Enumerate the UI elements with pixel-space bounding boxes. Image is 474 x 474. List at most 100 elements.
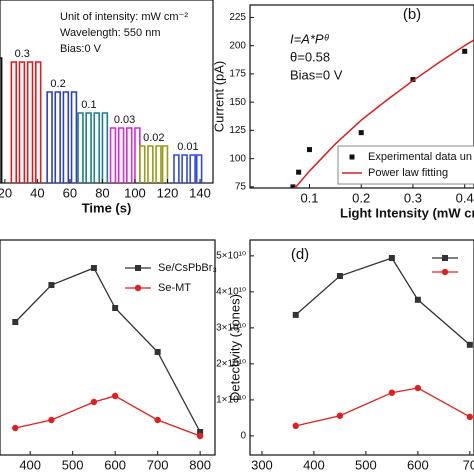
y-tick-label: 4×10¹⁰: [216, 286, 246, 297]
series-line: [295, 387, 471, 427]
data-point: [466, 341, 473, 348]
data-point: [90, 265, 97, 271]
y-tick-label: 125: [229, 125, 246, 136]
pulse: [161, 145, 169, 183]
x-axis-label: Time (s): [82, 200, 132, 215]
legend-label: Experimental data un: [368, 151, 472, 163]
pulse: [62, 91, 70, 183]
plot-frame: [0, 0, 214, 184]
data-point: [292, 422, 299, 430]
x-axis-label: Wavelength (nm): [310, 472, 414, 474]
data-point: [388, 389, 396, 396]
annotation: Bias=0 V: [290, 67, 343, 82]
annotation: Bias:0 V: [60, 43, 102, 55]
data-point: [466, 413, 474, 421]
pulse: [70, 91, 78, 183]
x-axis-label: Wavelength (nm): [55, 472, 159, 474]
pulse-label: 0.3: [15, 48, 30, 60]
x-tick-label: 40: [30, 185, 44, 200]
pulse: [18, 61, 26, 183]
x-tick-label: 700: [147, 457, 169, 472]
pulse-label: 0.03: [114, 114, 135, 126]
plot-frame: [249, 4, 474, 189]
pulse: [173, 154, 180, 183]
pulse: [195, 154, 203, 183]
data-point: [414, 384, 422, 392]
panel-label: (b): [403, 6, 421, 23]
annotation: θ=0.58: [290, 49, 330, 64]
x-tick-label: 0.1: [300, 190, 318, 205]
y-tick-label: 225: [229, 12, 246, 23]
data-point: [296, 169, 302, 175]
x-tick-label: 400: [303, 457, 325, 472]
pulse: [147, 145, 154, 183]
data-point: [292, 311, 299, 318]
pulse: [126, 127, 133, 183]
pulse-label: 0.2: [50, 78, 65, 90]
x-tick-label: 70: [463, 457, 474, 472]
x-tick-label: 600: [407, 457, 429, 472]
x-tick-label: 300: [251, 457, 273, 472]
data-point: [154, 416, 161, 424]
legend-label: Power law fitting: [368, 167, 448, 179]
x-tick-label: 500: [355, 457, 377, 472]
y-tick-label: 1×10¹⁰: [216, 395, 246, 406]
data-point: [112, 305, 119, 311]
x-tick-label: 100: [124, 185, 146, 200]
y-tick-label: 2×10¹⁰: [216, 359, 246, 370]
x-tick-label: 500: [62, 457, 84, 472]
legend-marker: [135, 265, 141, 271]
data-point: [48, 416, 55, 424]
y-tick-label: 200: [229, 40, 246, 51]
data-point: [462, 48, 468, 54]
data-point: [12, 319, 19, 325]
pulse-label: 0.02: [143, 132, 164, 144]
pulse: [10, 61, 18, 183]
pulse: [139, 145, 146, 183]
data-point: [48, 282, 55, 288]
pulse: [117, 127, 125, 183]
pulse: [26, 61, 34, 183]
y-tick-label: 0: [240, 431, 246, 442]
data-point: [290, 184, 296, 188]
y-tick-label: 150: [229, 97, 246, 108]
annotation: Wavelength: 550 nm: [60, 27, 160, 39]
legend-marker: [441, 268, 449, 276]
y-tick-label: 100: [229, 153, 246, 164]
x-tick-label: 140: [189, 185, 211, 200]
plot-area: [290, 39, 474, 188]
pulse: [0, 57, 3, 183]
data-point: [196, 432, 204, 440]
plot-area: [12, 265, 204, 440]
x-tick-label: 80: [95, 185, 109, 200]
y-tick-label: 5×10¹⁰: [216, 250, 246, 261]
legend-box: [337, 145, 474, 185]
data-point: [414, 296, 421, 303]
plot-area: [292, 255, 474, 430]
annotation: Unit of intensity: mW cm⁻²: [60, 11, 188, 23]
y-tick-label: 75: [235, 182, 247, 193]
data-point: [410, 77, 416, 83]
series-line: [14, 267, 201, 433]
data-point: [336, 273, 343, 280]
data-point: [336, 412, 344, 419]
pulse: [189, 154, 196, 183]
y-axis-label: Current (pA): [211, 61, 226, 133]
pulse: [85, 112, 92, 183]
x-tick-label: 800: [189, 457, 211, 472]
pulse-label: 0.1: [81, 99, 96, 111]
pulse: [181, 154, 188, 183]
x-tick-label: 0.2: [352, 190, 370, 205]
y-axis-label: Detectivity (Jones): [227, 294, 242, 401]
pulse: [46, 91, 53, 183]
series-line: [15, 395, 201, 437]
fit-line: [293, 39, 474, 188]
data-point: [306, 147, 312, 153]
x-tick-label: 120: [157, 185, 179, 200]
x-tick-label: 0.3: [404, 190, 422, 205]
pulse: [155, 145, 162, 183]
x-tick-label: 0.4: [456, 190, 474, 205]
pulse-label: 0.01: [177, 141, 198, 153]
y-tick-label: 3×10¹⁰: [216, 323, 246, 334]
